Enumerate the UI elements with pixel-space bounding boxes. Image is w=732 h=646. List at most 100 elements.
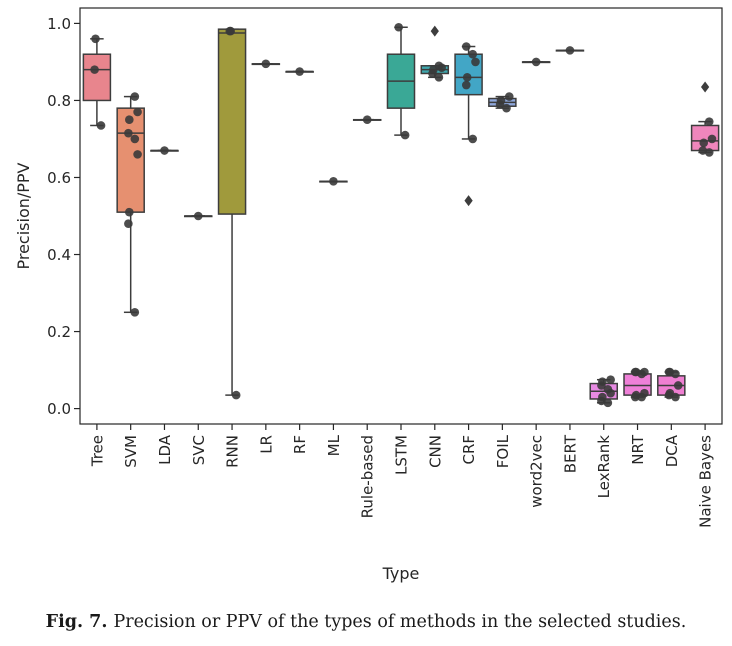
points-lda xyxy=(160,146,169,155)
box-crf xyxy=(454,45,483,207)
data-point xyxy=(434,73,444,82)
y-tick-label: 0.0 xyxy=(47,400,71,418)
y-tick-label: 1.0 xyxy=(47,15,71,33)
x-tick-label: SVC xyxy=(190,435,208,465)
data-point xyxy=(130,92,140,101)
x-tick-label: LR xyxy=(257,435,275,454)
data-point xyxy=(231,390,241,400)
x-axis: Tree SVM LDA SVC RNN LR RF ML Rule-based LSTM CNN C… xyxy=(88,424,715,528)
data-point xyxy=(502,103,511,113)
data-point xyxy=(261,59,271,69)
x-tick-label: LSTM xyxy=(393,435,411,475)
figure-caption: Fig. 7. Precision or PPV of the types of … xyxy=(0,612,732,632)
x-tick-label: LDA xyxy=(156,434,174,465)
outlier-marker xyxy=(430,25,439,37)
y-tick-label: 0.2 xyxy=(47,323,71,341)
x-tick-label: CRF xyxy=(460,435,478,465)
figure-caption-text: Precision or PPV of the types of methods… xyxy=(113,612,687,632)
data-point xyxy=(640,367,649,377)
points-lexrank xyxy=(597,375,615,408)
x-tick-label: Tree xyxy=(88,435,106,467)
points-svm xyxy=(124,92,142,317)
y-axis: 0.0 0.2 0.4 0.6 0.8 1.0 xyxy=(47,15,80,418)
points-word2vec xyxy=(531,57,541,67)
figure-label: Fig. 7. xyxy=(45,612,108,632)
points-crf xyxy=(461,42,480,144)
outlier-marker xyxy=(464,195,473,207)
plot-area-frame xyxy=(79,7,723,425)
box-body xyxy=(217,28,247,215)
data-point xyxy=(461,42,471,51)
box-plot-chart: 0.0 0.2 0.4 0.6 0.8 1.0 Tree SVM LDA SVC RNN LR RF M… xyxy=(14,7,723,583)
data-point xyxy=(434,61,444,71)
box-lstm xyxy=(386,26,416,136)
data-point xyxy=(91,34,100,44)
x-tick-label: Naive Bayes xyxy=(697,435,715,528)
point-series xyxy=(90,22,717,408)
points-rnn xyxy=(225,26,241,400)
data-point xyxy=(160,146,169,155)
x-tick-label: DCA xyxy=(663,434,681,467)
data-point xyxy=(531,57,541,67)
data-point xyxy=(631,390,641,400)
data-point xyxy=(124,128,133,138)
points-rule-based xyxy=(362,115,372,125)
box-svm xyxy=(116,95,145,314)
y-tick-label: 0.6 xyxy=(47,169,71,187)
points-dca xyxy=(664,367,683,402)
x-tick-label: CNN xyxy=(426,435,444,468)
data-point xyxy=(471,57,480,67)
data-point xyxy=(96,121,106,130)
data-point xyxy=(631,367,641,377)
points-lstm xyxy=(394,22,410,140)
data-point xyxy=(598,392,607,402)
data-point xyxy=(133,150,142,159)
x-tick-label: Rule-based xyxy=(359,435,377,518)
data-point xyxy=(699,138,709,148)
data-point xyxy=(130,307,140,317)
data-point xyxy=(295,67,304,76)
outlier-marker xyxy=(700,81,710,93)
x-tick-label: RF xyxy=(291,435,309,454)
data-point xyxy=(565,46,575,55)
points-lr xyxy=(261,59,271,69)
points-foil xyxy=(495,92,514,113)
data-point xyxy=(504,92,514,101)
y-tick-label: 0.4 xyxy=(47,246,71,264)
points-rf xyxy=(295,67,304,76)
x-tick-label: FOIL xyxy=(494,434,512,468)
data-point xyxy=(704,117,714,126)
data-point xyxy=(125,115,134,125)
x-tick-label: SVM xyxy=(122,435,140,468)
x-tick-label: ML xyxy=(325,434,343,456)
x-tick-label: NRT xyxy=(629,434,647,465)
points-bert xyxy=(565,46,575,55)
data-point xyxy=(598,377,607,386)
data-point xyxy=(461,80,471,90)
x-tick-label: LexRank xyxy=(595,435,613,499)
box-body xyxy=(116,107,145,213)
x-axis-label: Type xyxy=(382,564,420,583)
data-point xyxy=(226,26,235,36)
data-point xyxy=(193,211,203,221)
data-point xyxy=(468,134,478,144)
box-body xyxy=(82,53,112,102)
data-point xyxy=(329,177,338,186)
data-point xyxy=(462,73,472,82)
data-point xyxy=(362,115,372,125)
data-point xyxy=(90,65,99,74)
data-point xyxy=(133,107,142,117)
box-rnn xyxy=(217,28,247,396)
y-tick-label: 0.8 xyxy=(47,92,71,110)
data-point xyxy=(468,49,478,59)
box-series xyxy=(82,25,720,404)
points-svc xyxy=(193,211,203,221)
x-tick-label: BERT xyxy=(561,434,579,473)
x-tick-label: RNN xyxy=(224,435,242,468)
data-point xyxy=(673,381,683,390)
data-point xyxy=(400,130,410,140)
data-point xyxy=(665,367,675,377)
points-ml xyxy=(329,177,338,186)
data-point xyxy=(707,134,717,144)
points-cnn xyxy=(428,61,446,82)
